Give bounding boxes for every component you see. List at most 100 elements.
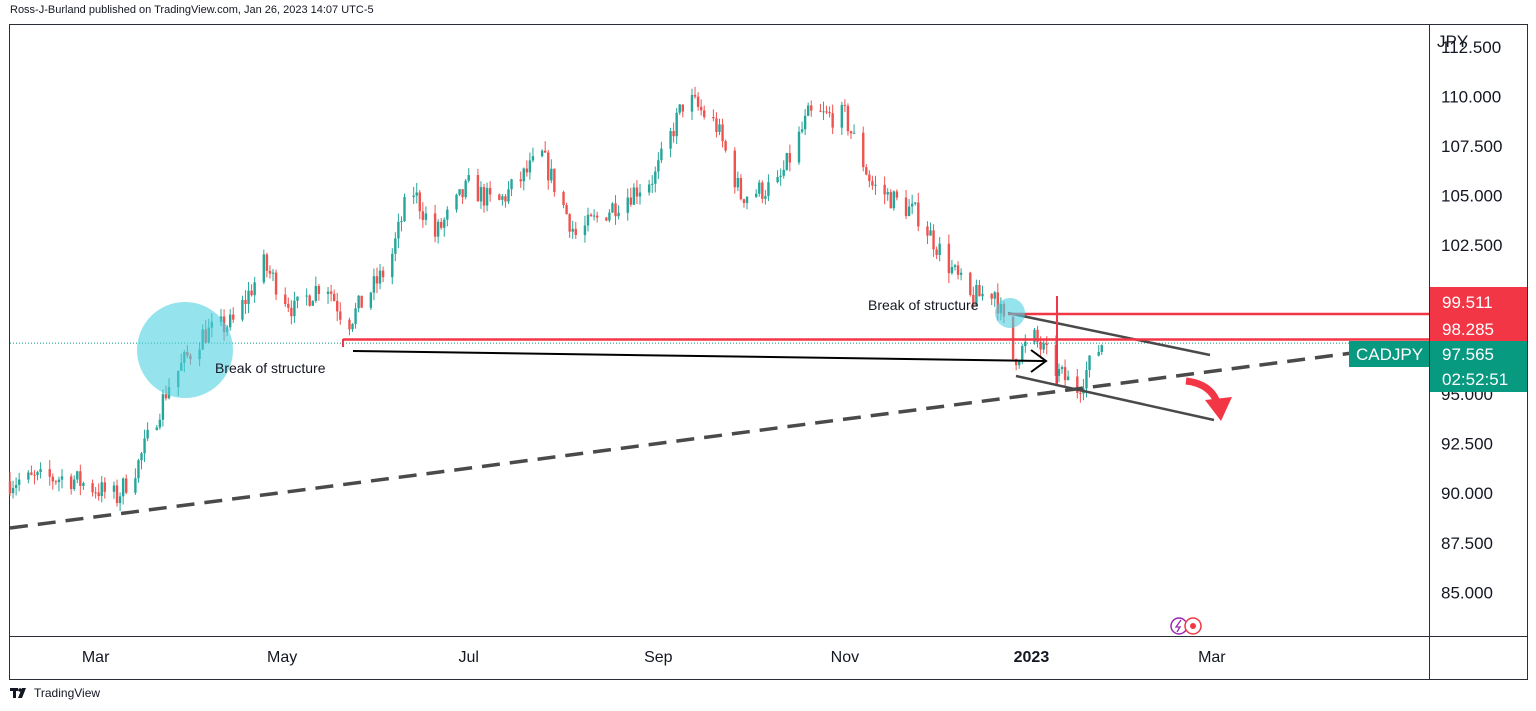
candle-body xyxy=(635,187,639,197)
candle xyxy=(800,121,804,134)
candle xyxy=(540,149,544,158)
candle xyxy=(660,141,663,164)
candle-body xyxy=(843,104,847,106)
candle-body xyxy=(501,196,504,200)
candle xyxy=(605,216,608,222)
candle-body xyxy=(528,160,532,173)
candle-body xyxy=(262,254,266,283)
candle-countdown: 02:52:51 xyxy=(1442,370,1508,389)
candle xyxy=(959,268,963,281)
candle xyxy=(574,221,577,239)
candle-body xyxy=(733,150,736,188)
candle xyxy=(651,175,654,194)
candle xyxy=(629,187,633,207)
candle xyxy=(293,291,296,323)
candle-body xyxy=(629,197,633,205)
candle-body xyxy=(822,111,825,113)
candle-body xyxy=(953,265,957,268)
candle-body xyxy=(907,206,911,217)
candle xyxy=(528,152,532,180)
break-circle-large xyxy=(137,302,233,398)
candle xyxy=(969,271,972,297)
candle-body xyxy=(1011,316,1015,360)
candle-body xyxy=(739,178,743,200)
candle xyxy=(446,206,449,227)
candle xyxy=(917,192,920,232)
candle-body xyxy=(1097,351,1100,356)
candle xyxy=(443,217,446,237)
candle xyxy=(611,202,614,214)
candle xyxy=(400,216,403,232)
candle xyxy=(100,475,103,503)
candle xyxy=(30,465,33,476)
candle xyxy=(932,224,935,257)
candle-body xyxy=(926,226,929,236)
candle-body xyxy=(745,196,749,203)
candle xyxy=(247,281,250,314)
candle xyxy=(1024,334,1027,353)
candle xyxy=(1066,370,1070,381)
candle-body xyxy=(690,94,694,112)
x-tick-label: Mar xyxy=(82,649,110,666)
candle xyxy=(391,248,394,285)
candle xyxy=(146,422,149,442)
candle xyxy=(464,179,467,200)
candle xyxy=(718,118,721,136)
candle xyxy=(617,205,620,220)
candle xyxy=(868,170,871,188)
event-dot-icon xyxy=(1190,623,1196,629)
candle-body xyxy=(592,215,596,217)
candle-body xyxy=(767,182,770,197)
candle-body xyxy=(348,319,351,330)
candle xyxy=(476,168,480,202)
candle xyxy=(819,103,822,113)
candle xyxy=(904,190,908,220)
candle xyxy=(1060,365,1064,374)
candle-body xyxy=(482,187,486,206)
candle xyxy=(317,283,321,301)
candle-body xyxy=(956,265,960,275)
candle-body xyxy=(550,168,553,181)
candle-body xyxy=(69,476,73,490)
y-tick-label: 87.500 xyxy=(1441,534,1493,553)
candle xyxy=(638,184,642,205)
candle xyxy=(975,279,978,307)
candle xyxy=(733,147,736,194)
candle xyxy=(953,263,957,271)
candle xyxy=(232,307,235,323)
x-tick-label: Nov xyxy=(831,649,859,666)
candle-body xyxy=(137,460,140,479)
channel-upper-line xyxy=(1007,311,1211,357)
candle-body xyxy=(339,311,342,320)
candle-body xyxy=(391,253,394,278)
candle xyxy=(415,182,418,204)
candle xyxy=(553,168,556,197)
candle-body xyxy=(990,293,993,299)
y-tick-label: 110.000 xyxy=(1441,87,1501,106)
candle-body xyxy=(250,290,253,296)
candle-body xyxy=(531,156,535,161)
symbol-badge xyxy=(1349,341,1429,367)
candle xyxy=(825,105,828,115)
price-chart: Break of structure Break of structure JP… xyxy=(8,24,1528,680)
candle-body xyxy=(79,471,82,486)
candle xyxy=(155,424,158,431)
candle xyxy=(48,460,51,486)
candle-body xyxy=(614,203,617,217)
candle xyxy=(1097,345,1100,357)
candle xyxy=(595,211,599,223)
candle-body xyxy=(118,496,122,504)
candle xyxy=(510,178,513,197)
candle xyxy=(262,249,266,285)
candle-body xyxy=(651,183,654,185)
candle-body xyxy=(464,180,467,198)
candle-body xyxy=(978,284,981,297)
candle xyxy=(458,189,461,197)
candle-body xyxy=(993,292,996,299)
candle xyxy=(886,188,889,201)
candle-body xyxy=(112,485,116,492)
candle xyxy=(978,279,981,297)
candle-body xyxy=(290,307,293,317)
candle xyxy=(721,118,724,148)
candle-body xyxy=(1042,343,1045,350)
